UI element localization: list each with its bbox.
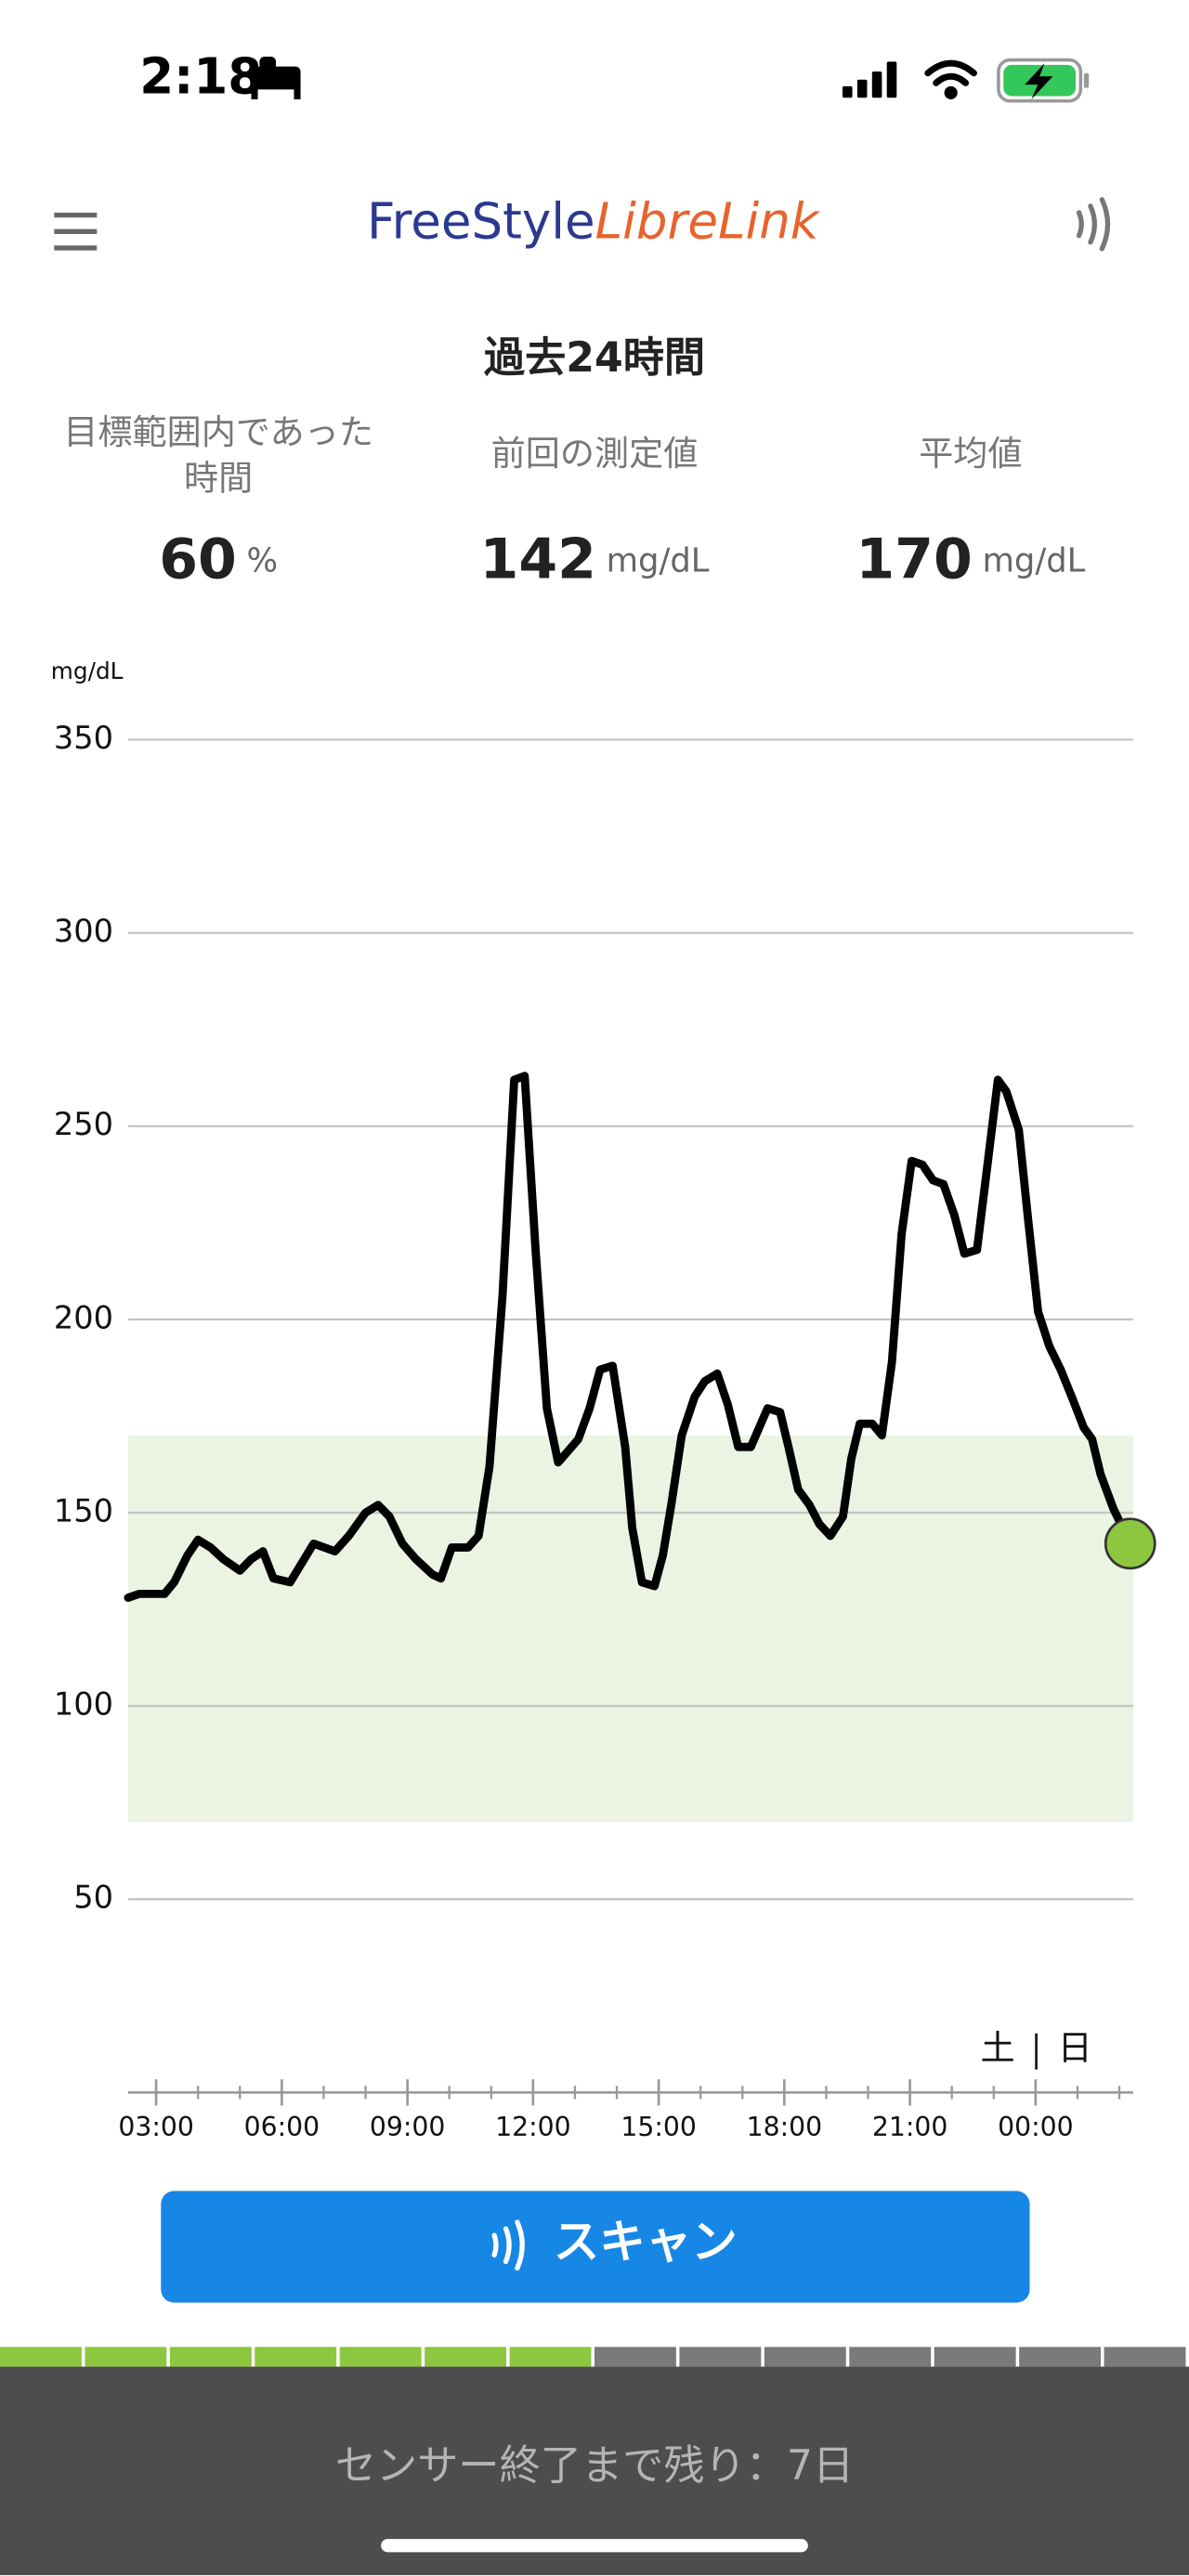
day-label: 日 [1058, 2028, 1092, 2068]
sensor-segment [764, 2347, 846, 2367]
sensor-segment [169, 2347, 252, 2367]
sleep-icon [251, 57, 301, 99]
sensor-progress [0, 2347, 1186, 2367]
x-tick-label: 12:00 [495, 2112, 570, 2142]
logo-librelink: LibreLink [595, 192, 821, 250]
stat-value: 170 [856, 527, 972, 592]
stat-label: 前回の測定値 [491, 434, 699, 474]
x-tick-label: 03:00 [118, 2112, 193, 2142]
latest-reading [1104, 1517, 1156, 1570]
status-time: 2:18 [139, 47, 262, 105]
sensor-segment [849, 2347, 932, 2367]
home-indicator [381, 2539, 808, 2553]
scan-button[interactable] [161, 2191, 1030, 2303]
stat-label: 時間 [184, 459, 253, 499]
x-tick-label: 15:00 [621, 2112, 696, 2142]
logo: FreeStyleLibreLink [367, 192, 821, 250]
y-axis-label: mg/dL [51, 657, 124, 684]
y-tick-label: 150 [54, 1492, 113, 1529]
x-tick-label: 06:00 [244, 2112, 320, 2142]
wifi-icon [924, 59, 977, 100]
summary-title: 過去24時間 [484, 334, 705, 382]
scan-label: スキャン [554, 2215, 738, 2269]
x-tick-label: 00:00 [998, 2112, 1073, 2142]
sensor-segment [934, 2347, 1016, 2367]
sensor-segment [1019, 2347, 1102, 2367]
stat: 60% [159, 527, 278, 592]
stat-value: 142 [480, 527, 596, 592]
sensor-segment [425, 2347, 507, 2367]
sensor-segment [339, 2347, 422, 2367]
x-tick-label: 18:00 [747, 2112, 822, 2142]
sensor-segment [255, 2347, 337, 2367]
sensor-segment [594, 2347, 676, 2367]
stat-label: 平均値 [919, 434, 1022, 474]
nfc-icon[interactable] [1076, 197, 1111, 252]
sensor-segment [85, 2347, 167, 2367]
sensor-segment [0, 2347, 82, 2367]
battery-icon [997, 58, 1090, 103]
sensor-segment [679, 2347, 762, 2367]
stat-unit: mg/dL [607, 542, 710, 580]
stat-unit: % [246, 542, 278, 580]
stat-label: 目標範囲内であった [63, 412, 373, 452]
y-tick-label: 100 [54, 1686, 113, 1723]
stat: 170 mg/dL [856, 527, 1085, 592]
sensor-segment [509, 2347, 592, 2367]
day-label: 土 [980, 2028, 1014, 2068]
stat-unit: mg/dL [982, 542, 1085, 580]
glucose-line [124, 1072, 1135, 1602]
y-tick-label: 50 [73, 1880, 113, 1916]
sensor-segment [1104, 2347, 1186, 2367]
logo-freestyle: FreeStyle [367, 192, 595, 250]
y-tick-label: 200 [54, 1299, 113, 1335]
sensor-remaining: センサー終了まで残り：7日 [335, 2442, 854, 2490]
stat: 142 mg/dL [480, 527, 710, 592]
menu-button[interactable] [54, 212, 98, 251]
stat-value: 60 [159, 527, 237, 592]
x-tick-label: 21:00 [872, 2112, 947, 2142]
x-tick-label: 09:00 [370, 2112, 445, 2142]
y-tick-label: 350 [54, 720, 113, 756]
scan-icon [491, 2219, 525, 2271]
signal-icon [842, 61, 897, 98]
y-tick-label: 250 [54, 1106, 113, 1142]
y-tick-label: 300 [54, 913, 113, 949]
glucose-chart: mg/dL 50 100 150 200 250 300 350 03:00 06:00 09:00… [51, 657, 1156, 2142]
